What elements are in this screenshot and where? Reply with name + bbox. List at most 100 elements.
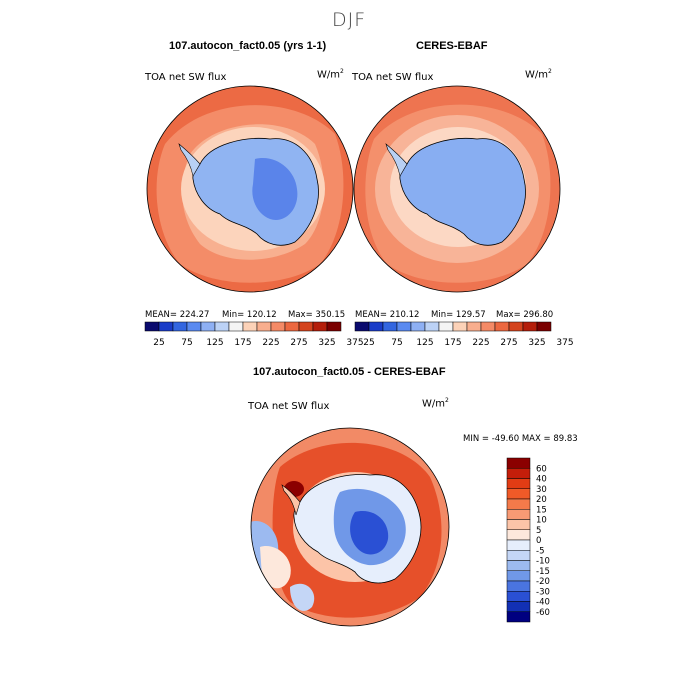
panel-2-min: Min= 129.57 (431, 310, 486, 320)
diff-colorbar-label-14: -60 (536, 608, 550, 618)
panel-2-colorbar-swatch-4 (410, 321, 426, 332)
panel-2-colorbar-swatch-13 (536, 321, 552, 332)
diff-colorbar-swatch-9 (506, 550, 531, 561)
panel-2-colorbar-swatch-8 (466, 321, 482, 332)
panel-1-colorbar-swatch-11 (298, 321, 314, 332)
diff-panel-units: W/m2 (422, 397, 449, 409)
panel-2-colorbar-swatch-10 (494, 321, 510, 332)
panel-1-plateau (252, 158, 298, 220)
diff-panel-strong-negative (350, 511, 389, 555)
panel-2-mean: MEAN= 210.12 (355, 310, 420, 320)
panel-2-colorbar-swatch-1 (368, 321, 384, 332)
panel-1-colorbar-label-3: 175 (234, 338, 251, 348)
panel-1-variable-label: TOA net SW flux (145, 72, 227, 83)
diff-colorbar-label-8: -5 (536, 546, 544, 556)
diff-colorbar-swatch-5 (506, 509, 531, 520)
diff-panel-map (250, 427, 450, 627)
diff-colorbar-label-6: 5 (536, 526, 541, 536)
panel-2-title: CERES-EBAF (416, 40, 488, 52)
diff-colorbar-swatch-3 (506, 488, 531, 500)
panel-1-colorbar-swatch-10 (284, 321, 300, 332)
panel-1-max: Max= 350.15 (288, 310, 346, 320)
panel-1-colorbar-swatch-2 (172, 321, 188, 332)
panel-2-units-sup: 2 (548, 68, 552, 75)
panel-1-colorbar-swatch-9 (270, 321, 286, 332)
panel-1-colorbar-label-4: 225 (262, 338, 279, 348)
panel-1-map (146, 85, 354, 293)
diff-colorbar-label-3: 20 (536, 495, 547, 505)
panel-2-colorbar-label-7: 375 (556, 338, 573, 348)
panel-1-colorbar-swatch-1 (158, 321, 174, 332)
panel-1-colorbar-swatch-13 (326, 321, 342, 332)
panel-2-colorbar-swatch-7 (452, 321, 468, 332)
diff-colorbar-label-11: -20 (536, 577, 550, 587)
panel-2-colorbar-label-0: 25 (363, 338, 374, 348)
panel-2-colorbar-label-4: 225 (472, 338, 489, 348)
diff-colorbar-swatch-13 (506, 591, 531, 602)
panel-2-map (353, 85, 561, 293)
diff-colorbar-swatch-14 (506, 601, 531, 612)
panel-2-colorbar-label-2: 125 (416, 338, 433, 348)
panel-2-colorbar-swatch-0 (354, 321, 370, 332)
panel-2-colorbar-swatch-6 (438, 321, 454, 332)
panel-2-max: Max= 296.80 (496, 310, 554, 320)
diff-colorbar-label-10: -15 (536, 567, 550, 577)
diff-colorbar-swatch-0 (506, 457, 531, 469)
diff-panel-blue-southwest (290, 583, 315, 611)
diff-colorbar-swatch-8 (506, 539, 531, 551)
diff-colorbar-swatch-6 (506, 519, 531, 530)
panel-1-colorbar-label-0: 25 (153, 338, 164, 348)
figure-title: DJF (332, 9, 367, 31)
panel-1-colorbar-swatch-4 (200, 321, 216, 332)
panel-1-colorbar-label-2: 125 (206, 338, 223, 348)
panel-2-colorbar-swatch-9 (480, 321, 496, 332)
panel-2-colorbar-label-6: 325 (528, 338, 545, 348)
diff-panel-minmax: MIN = -49.60 MAX = 89.83 (463, 434, 578, 444)
panel-1-colorbar-swatch-7 (242, 321, 258, 332)
panel-1-colorbar-label-6: 325 (318, 338, 335, 348)
diff-colorbar-label-0: 60 (536, 464, 547, 474)
diff-panel-title: 107.autocon_fact0.05 - CERES-EBAF (253, 366, 446, 378)
panel-2-colorbar-swatch-12 (522, 321, 538, 332)
panel-2-colorbar-swatch-5 (424, 321, 440, 332)
diff-colorbar-swatch-11 (506, 570, 531, 582)
panel-2-variable-label: TOA net SW flux (352, 72, 434, 83)
diff-colorbar-label-1: 40 (536, 475, 547, 485)
diff-panel-units-text: W/m (422, 398, 445, 410)
panel-2-colorbar-label-5: 275 (500, 338, 517, 348)
panel-1-colorbar: 25 75 125 175 225 275 325 375 (144, 321, 364, 348)
diff-colorbar-label-2: 30 (536, 485, 547, 495)
panel-1-colorbar-swatch-0 (144, 321, 160, 332)
panel-2-antarctica (399, 138, 526, 246)
panel-1-title: 107.autocon_fact0.05 (yrs 1-1) (169, 40, 327, 52)
diff-panel-units-sup: 2 (445, 397, 449, 404)
panel-2-units: W/m2 (525, 68, 552, 80)
panel-2-colorbar-swatch-3 (396, 321, 412, 332)
diff-colorbar-swatch-7 (506, 529, 531, 541)
diff-panel-peninsula (281, 484, 301, 516)
panel-1-colorbar-swatch-6 (228, 321, 244, 332)
panel-1-colorbar-label-7: 375 (346, 338, 363, 348)
panel-2-colorbar: 25 75 125 175 225 275 325 375 (354, 321, 574, 348)
diff-colorbar-swatch-10 (506, 560, 531, 571)
diff-colorbar-swatch-4 (506, 498, 531, 510)
panel-2-colorbar-label-1: 75 (391, 338, 402, 348)
panel-1-colorbar-label-1: 75 (181, 338, 192, 348)
panel-1-peninsula (178, 143, 201, 177)
panel-2-colorbar-swatch-2 (382, 321, 398, 332)
diff-colorbar-label-5: 10 (536, 516, 547, 526)
panel-1-colorbar-swatch-5 (214, 321, 230, 332)
panel-2-colorbar-swatch-11 (508, 321, 524, 332)
diff-colorbar-label-12: -30 (536, 587, 550, 597)
panel-1-units-text: W/m (317, 69, 340, 81)
diff-panel-variable-label: TOA net SW flux (248, 401, 330, 412)
panel-1-colorbar-label-5: 275 (290, 338, 307, 348)
diff-colorbar-label-7: 0 (536, 536, 541, 546)
diff-colorbar-swatch-1 (506, 468, 531, 479)
panel-2-peninsula (385, 143, 408, 177)
diff-panel-pale-area (260, 546, 291, 589)
panel-1-colorbar-swatch-3 (186, 321, 202, 332)
diff-colorbar-swatch-15 (506, 611, 531, 623)
panel-1-mean: MEAN= 224.27 (145, 310, 210, 320)
